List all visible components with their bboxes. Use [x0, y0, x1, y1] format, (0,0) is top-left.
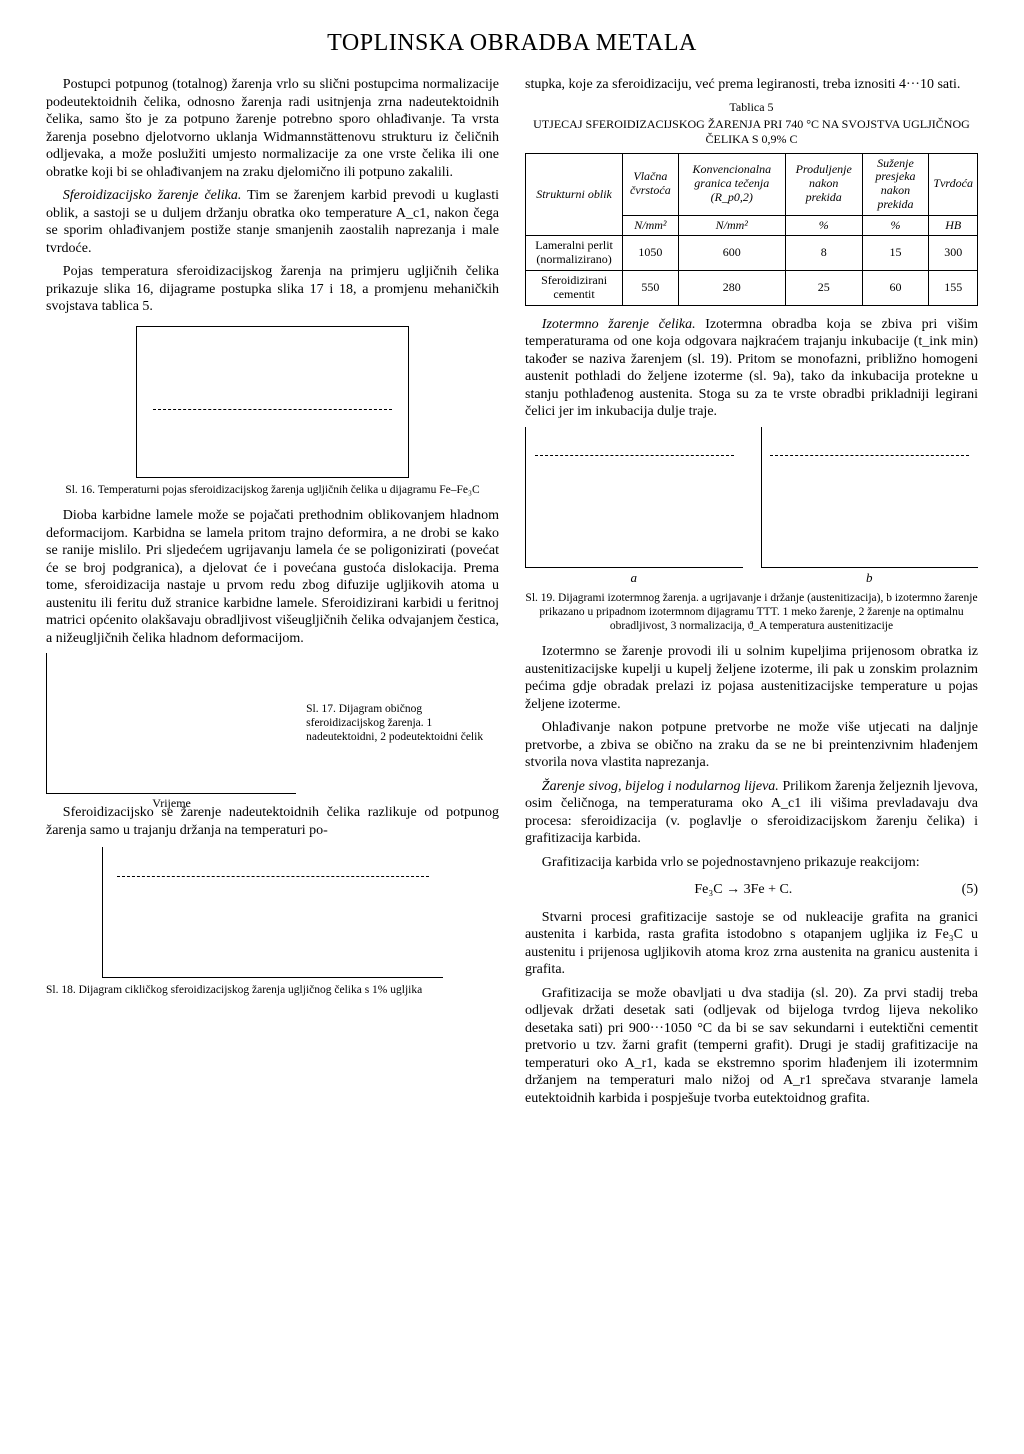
t5-r2-l: Sferoidizirani cementit — [526, 271, 623, 306]
para-left-4: Dioba karbidne lamele može se pojačati p… — [46, 507, 499, 647]
figure-17-axes: Vrijeme — [46, 653, 296, 794]
t5-r1-5: 300 — [929, 236, 978, 271]
figure-19-b — [761, 427, 979, 568]
t5-r1-4: 15 — [862, 236, 929, 271]
figure-19-a — [525, 427, 743, 568]
para-right-8: Grafitizacija se može obavljati u dva st… — [525, 985, 978, 1108]
para-left-5: Sferoidizacijsko se žarenje nadeutektoid… — [46, 804, 499, 839]
t5-u-a: % — [785, 215, 862, 236]
table-5: Strukturni oblik Vlačna čvrstoća Konvenc… — [525, 153, 978, 306]
equation-5-number: (5) — [962, 881, 978, 899]
figure-17-xlabel: Vrijeme — [152, 796, 191, 811]
table-row: Lameralni perlit (normalizirano) 1050 60… — [526, 236, 978, 271]
para-right-7: Stvarni procesi grafitizacije sastoje se… — [525, 909, 978, 979]
figure-19: a b — [525, 427, 978, 586]
t5-r1-l: Lameralni perlit (normalizirano) — [526, 236, 623, 271]
t5-r2-5: 155 — [929, 271, 978, 306]
t5-h-struct: Strukturni oblik — [526, 153, 623, 236]
t5-u-rm: N/mm² — [623, 215, 679, 236]
t5-h-a: Produljenje nakon prekida — [785, 153, 862, 215]
caption-16: Sl. 16. Temperaturni pojas sferoidizacij… — [46, 484, 499, 498]
para-right-6: Grafitizacija karbida vrlo se pojednosta… — [525, 854, 978, 872]
left-column: Postupci potpunog (totalnog) žarenja vrl… — [46, 76, 499, 1113]
lead-sferoid: Sferoidizacijsko žarenje čelika. — [63, 188, 242, 203]
caption-19: Sl. 19. Dijagrami izotermnog žarenja. a … — [525, 592, 978, 633]
equation-5: Fe₃C → 3Fe + C. (5) — [525, 881, 978, 899]
figure-16-box — [136, 326, 410, 478]
t5-h-rm: Vlačna čvrstoća — [623, 153, 679, 215]
figure-19-a-label: a — [525, 570, 743, 586]
t5-h-hb: Tvrdoća — [929, 153, 978, 215]
t5-r2-4: 60 — [862, 271, 929, 306]
t5-r2-2: 280 — [678, 271, 785, 306]
table5-label: Tablica 5 — [525, 100, 978, 115]
two-column-layout: Postupci potpunog (totalnog) žarenja vrl… — [46, 76, 978, 1113]
t5-u-z: % — [862, 215, 929, 236]
figure-19-a-wrap: a — [525, 427, 743, 586]
para-left-2: Sferoidizacijsko žarenje čelika. Tim se … — [46, 187, 499, 257]
t5-u-hb: HB — [929, 215, 978, 236]
para-right-4: Ohlađivanje nakon potpune pretvorbe ne m… — [525, 719, 978, 772]
para-left-3: Pojas temperatura sferoidizacijskog žare… — [46, 263, 499, 316]
para-right-5: Žarenje sivog, bijelog i nodularnog lije… — [525, 778, 978, 848]
figure-19-b-wrap: b — [761, 427, 979, 586]
caption-17: Sl. 17. Dijagram običnog sferoidizacijsk… — [306, 703, 499, 744]
page-title: TOPLINSKA OBRADBA METALA — [46, 28, 978, 58]
t5-r1-2: 600 — [678, 236, 785, 271]
t5-u-rp: N/mm² — [678, 215, 785, 236]
figure-17-wrap: Vrijeme Sl. 17. Dijagram običnog sferoid… — [46, 653, 499, 794]
right-column: stupka, koje za sferoidizaciju, već prem… — [525, 76, 978, 1113]
t5-h-rp: Konvencionalna granica tečenja (R_p0,2) — [678, 153, 785, 215]
t5-r1-3: 8 — [785, 236, 862, 271]
figure-18-axes — [102, 847, 443, 978]
lead-zarenje-liv: Žarenje sivog, bijelog i nodularnog lije… — [542, 779, 779, 794]
para-left-1: Postupci potpunog (totalnog) žarenja vrl… — [46, 76, 499, 181]
para-right-2: Izotermno žarenje čelika. Izotermna obra… — [525, 316, 978, 421]
lead-izotermno: Izotermno žarenje čelika. — [542, 317, 696, 332]
t5-h-z: Suženje presjeka nakon prekida — [862, 153, 929, 215]
t5-r2-3: 25 — [785, 271, 862, 306]
t5-r1-1: 1050 — [623, 236, 679, 271]
para-right-3: Izotermno se žarenje provodi ili u solni… — [525, 643, 978, 713]
t5-r2-1: 550 — [623, 271, 679, 306]
equation-5-body: Fe₃C → 3Fe + C. — [694, 882, 792, 897]
caption-18: Sl. 18. Dijagram cikličkog sferoidizacij… — [46, 984, 499, 998]
table-row: Sferoidizirani cementit 550 280 25 60 15… — [526, 271, 978, 306]
para-right-1: stupka, koje za sferoidizaciju, već prem… — [525, 76, 978, 94]
para-right-2-body: Izotermna obradba koja se zbiva pri viši… — [525, 317, 978, 420]
table5-title: UTJECAJ SFEROIDIZACIJSKOG ŽARENJA PRI 74… — [525, 117, 978, 147]
figure-19-b-label: b — [761, 570, 979, 586]
